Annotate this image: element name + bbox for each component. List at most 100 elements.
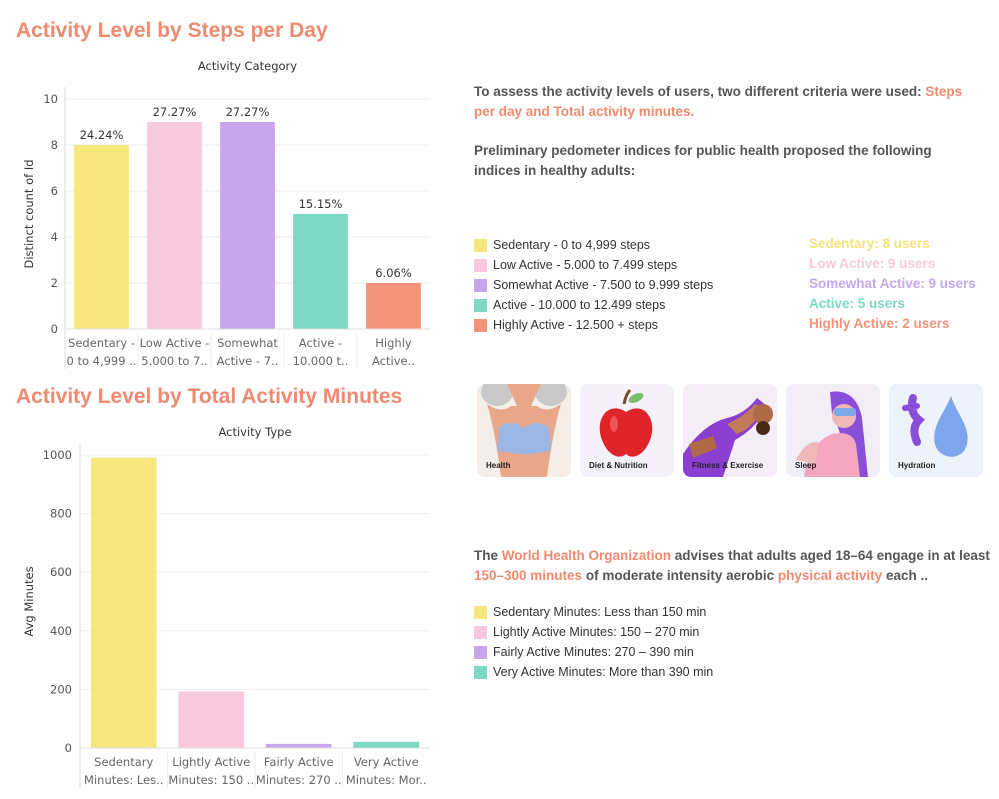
sleep-icon [796, 391, 868, 477]
criteria-paragraph: To assess the activity levels of users, … [474, 82, 984, 122]
legend-swatch [474, 238, 487, 252]
fitness-icon [683, 398, 773, 477]
steps-legend-item: Low Active - 5.000 to 7.499 steps [474, 255, 713, 275]
y-tick-label: 2 [51, 276, 58, 290]
legend-label: Sedentary Minutes: Less than 150 min [493, 605, 707, 619]
card-sleep: Sleep [786, 384, 880, 477]
legend-label: Somewhat Active - 7.500 to 9.999 steps [493, 278, 714, 292]
legend-swatch [474, 625, 487, 639]
y-tick-label: 200 [50, 682, 72, 696]
steps-legend-item: Active - 10.000 to 12.499 steps [474, 295, 713, 315]
data-label: 27.27% [226, 105, 270, 119]
legend-swatch [474, 318, 487, 332]
y-tick-label: 1000 [43, 448, 72, 462]
card-fitness: Fitness & Exercise [683, 384, 777, 477]
x-tick-label: Minutes: 150 .. [168, 773, 254, 787]
wellness-cards: Health Diet & Nutrition Fitness & Exerci… [477, 384, 983, 477]
y-tick-label: 4 [51, 230, 58, 244]
legend-label: Fairly Active Minutes: 270 – 390 min [493, 645, 694, 659]
steps-legend-item: Somewhat Active - 7.500 to 9.999 steps [474, 275, 713, 295]
x-tick-label: Active - [299, 336, 342, 350]
x-tick-label: Lightly Active [172, 755, 250, 769]
bar [90, 457, 157, 748]
card-diet-label: Diet & Nutrition [589, 461, 648, 470]
legend-label: Lightly Active Minutes: 150 – 270 min [493, 625, 700, 639]
legend-swatch [474, 645, 487, 659]
x-tick-label: Sedentary [94, 755, 153, 769]
y-tick-label: 0 [51, 322, 58, 336]
x-tick-label: Active.. [372, 354, 415, 368]
bar [220, 122, 275, 329]
x-tick-label: Highly [375, 336, 412, 350]
steps-section-title: Activity Level by Steps per Day [16, 19, 328, 42]
water-drop-icon [902, 394, 968, 457]
user-count-item: Highly Active: 2 users [809, 316, 950, 331]
chart-title: Activity Type [218, 425, 291, 439]
steps-legend-item: Highly Active - 12.500 + steps [474, 315, 713, 335]
y-tick-label: 800 [50, 507, 72, 521]
minutes-legend: Sedentary Minutes: Less than 150 min Ligh… [474, 602, 713, 682]
steps-legend: Sedentary - 0 to 4,999 steps Low Active -… [474, 235, 713, 335]
card-fitness-label: Fitness & Exercise [692, 461, 764, 470]
legend-swatch [474, 278, 487, 292]
minutes-legend-item: Fairly Active Minutes: 270 – 390 min [474, 642, 713, 662]
legend-swatch [474, 298, 487, 312]
who-highlight-minutes: 150–300 minutes [474, 568, 583, 583]
user-count-item: Active: 5 users [809, 296, 906, 311]
minutes-legend-item: Sedentary Minutes: Less than 150 min [474, 602, 713, 622]
user-counts-list: Sedentary: 8 users Low Active: 9 users Som… [809, 234, 976, 334]
x-tick-label: Very Active [354, 755, 419, 769]
apple-icon [599, 388, 653, 457]
data-label: 6.06% [375, 266, 412, 280]
card-sleep-label: Sleep [795, 461, 817, 470]
y-tick-label: 6 [51, 184, 58, 198]
y-tick-label: 8 [51, 138, 58, 152]
x-tick-label: 10.000 t.. [293, 354, 349, 368]
minutes-bar-chart: Activity Type Avg Minutes 0 200 400 600 800 100… [22, 425, 430, 788]
y-axis-label: Distinct count of Id [22, 159, 36, 268]
y-tick-label: 0 [65, 741, 72, 755]
legend-swatch [474, 605, 487, 619]
criteria-text: To assess the activity levels of users, … [474, 84, 926, 99]
x-tick-label: Minutes: 270 .. [256, 773, 342, 787]
user-count-item: Sedentary: 8 users [809, 236, 930, 251]
card-diet: Diet & Nutrition [580, 384, 674, 477]
criteria-highlight: Steps per day and Total activity minutes… [474, 84, 963, 119]
who-text-2: advises that adults aged 18–64 engage in… [671, 548, 990, 563]
who-text-1: The [474, 548, 502, 563]
steps-legend-item: Sedentary - 0 to 4,999 steps [474, 235, 713, 255]
health-icon [481, 384, 567, 477]
x-tick-label: Somewhat [217, 336, 278, 350]
y-tick-label: 600 [50, 565, 72, 579]
card-health: Health [477, 384, 571, 477]
y-tick-label: 10 [43, 92, 58, 106]
bar [293, 214, 348, 329]
minutes-section-title: Activity Level by Total Activity Minutes [16, 385, 403, 408]
y-axis-label: Avg Minutes [22, 566, 36, 636]
bar [147, 122, 202, 329]
legend-swatch [474, 258, 487, 272]
who-text-3: of moderate intensity aerobic [582, 568, 778, 583]
x-tick-label: 5.000 to 7.. [141, 354, 207, 368]
bar [366, 283, 421, 329]
bar [353, 741, 420, 748]
data-label: 24.24% [80, 128, 124, 142]
legend-label: Sedentary - 0 to 4,999 steps [493, 238, 651, 252]
x-tick-label: Minutes: Mor.. [346, 773, 427, 787]
legend-label: Low Active - 5.000 to 7.499 steps [493, 258, 678, 272]
legend-label: Very Active Minutes: More than 390 min [493, 665, 714, 679]
x-tick-label: 0 to 4,999 .. [66, 354, 136, 368]
card-health-label: Health [486, 461, 511, 470]
card-hydration-label: Hydration [898, 461, 936, 470]
user-count-item: Low Active: 9 users [809, 256, 936, 271]
y-tick-label: 400 [50, 624, 72, 638]
data-label: 27.27% [153, 105, 197, 119]
pedometer-paragraph: Preliminary pedometer indices for public… [474, 143, 932, 178]
bar [178, 691, 245, 748]
x-tick-label: Fairly Active [264, 755, 334, 769]
who-highlight-org: World Health Organization [501, 548, 672, 563]
legend-label: Active - 10.000 to 12.499 steps [493, 298, 666, 312]
minutes-legend-item: Very Active Minutes: More than 390 min [474, 662, 713, 682]
data-label: 15.15% [299, 197, 343, 211]
